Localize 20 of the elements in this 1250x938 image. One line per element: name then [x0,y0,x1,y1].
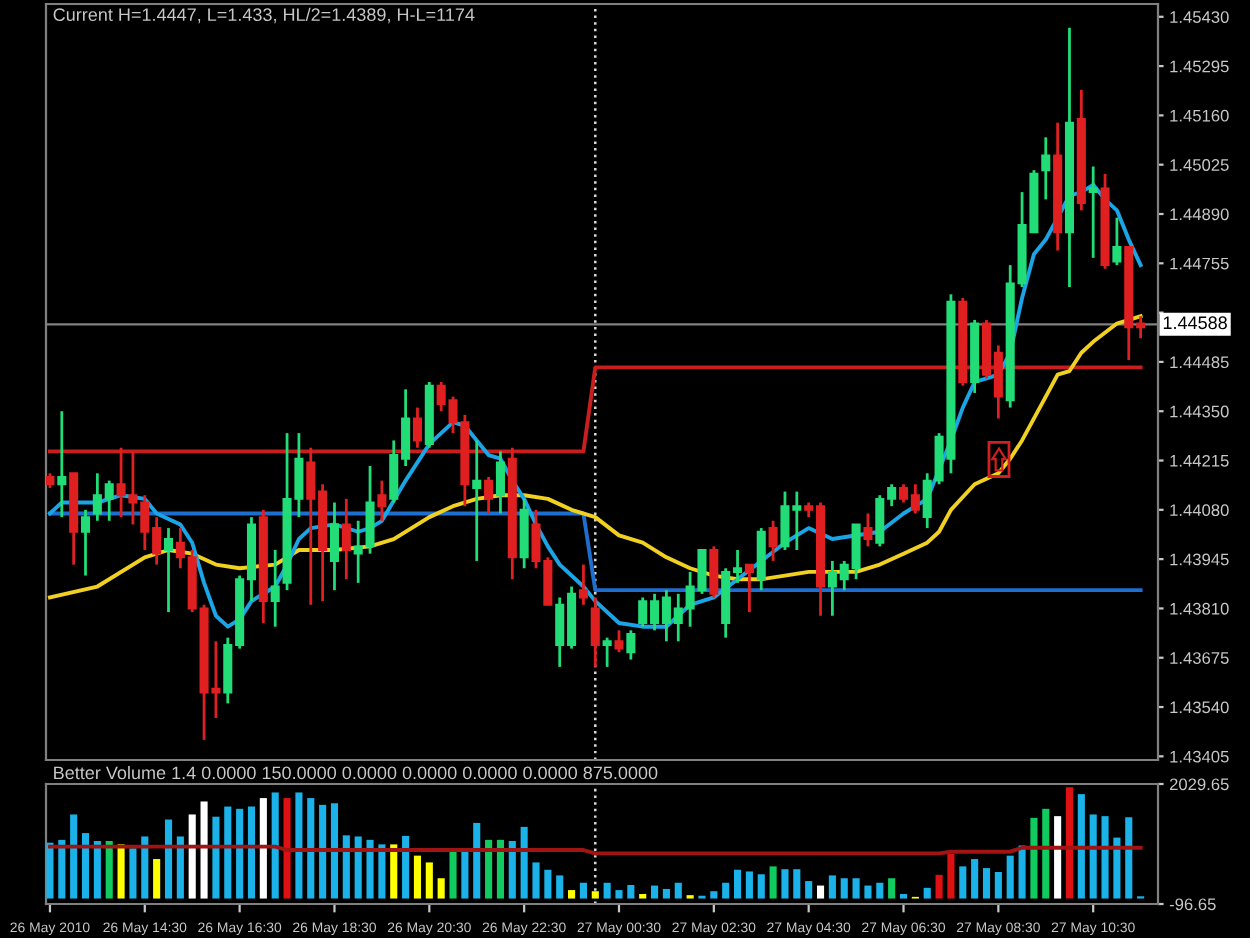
y-tick-label: -96.65 [1169,898,1216,911]
y-tick-label: 1.44215 [1170,454,1229,467]
y-tick-label: 1.45025 [1170,159,1229,171]
y-tick-label: 1.43675 [1170,652,1229,664]
chart-title: Better Volume 1.4 0.0000 150.0000 0.0000 0.0000 0.0000 0.0000 875.0000 [54,765,658,780]
y-tick-label: 1.45430 [1170,11,1229,23]
y-tick-label: 1.44890 [1170,208,1229,221]
y-tick-label: 1.44485 [1170,356,1229,369]
y-tick-label: 1.43945 [1170,553,1229,566]
y-tick-label: 1.43810 [1170,602,1229,615]
chart-title: Current H=1.4447, L=1.433, HL/2=1.4389, H-L=1174 [53,7,475,24]
y-tick-label: 2029.65 [1169,778,1229,791]
y-tick-label: 1.44350 [1170,405,1229,418]
ref-line-label: 1.44588 [1163,316,1227,330]
y-tick-label: 1.43540 [1170,701,1229,714]
y-tick-label: 1.45160 [1170,109,1229,122]
y-tick-label: 1.45295 [1170,60,1229,73]
y-tick-label: 1.44080 [1170,504,1229,517]
y-tick-label: 1.44755 [1170,257,1229,270]
y-tick-label: 1.43405 [1170,750,1229,763]
